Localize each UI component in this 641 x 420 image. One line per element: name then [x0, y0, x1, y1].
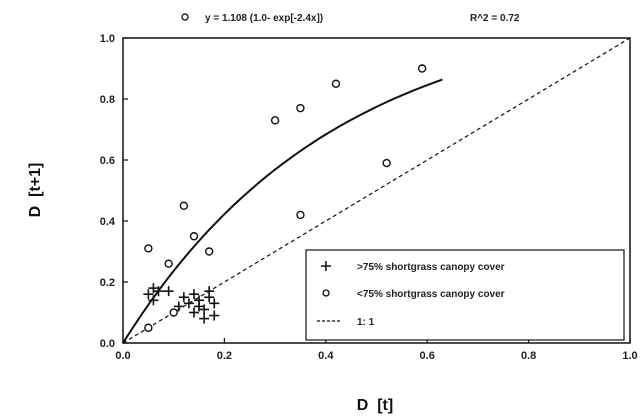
plus-point	[204, 286, 215, 297]
plus-point	[199, 313, 210, 324]
legend-plus-icon	[321, 261, 331, 271]
y-tick-label: 0.4	[100, 216, 116, 228]
y-axis-label: D [t+1]	[27, 163, 44, 218]
plus-point	[188, 289, 199, 300]
circle-point	[144, 244, 153, 253]
circle-point	[417, 64, 427, 73]
y-tick-label: 0.8	[100, 94, 115, 106]
equation-marker	[181, 13, 189, 21]
x-axis-label: D [t]	[357, 397, 393, 414]
plus-point	[188, 307, 199, 318]
legend-label-one-to-one: 1: 1	[357, 317, 375, 328]
x-tick-label: 0.0	[115, 350, 130, 362]
plus-point	[199, 304, 210, 315]
plus-point	[173, 301, 184, 312]
plus-point	[178, 292, 189, 303]
equation-text: y = 1.108 (1.0- exp[-2.4x])	[205, 13, 323, 24]
circle-point	[179, 201, 189, 210]
legend-circle-icon	[322, 289, 330, 297]
x-tick-label: 1.0	[622, 350, 637, 362]
plus-point	[183, 298, 194, 309]
plot-area	[122, 37, 631, 344]
x-tick-label: 0.8	[521, 350, 536, 362]
plus-point	[153, 286, 164, 297]
circle-point	[296, 103, 305, 113]
circle-point	[270, 116, 280, 125]
one-to-one-line	[122, 37, 631, 344]
circle-point	[169, 308, 178, 317]
circle-point	[189, 232, 199, 241]
plus-point	[148, 283, 159, 294]
circle-point	[331, 79, 341, 88]
one-to-one-line-group	[122, 37, 631, 344]
plus-point	[143, 289, 154, 300]
circle-point	[382, 158, 391, 168]
y-tick-label: 0.0	[100, 338, 115, 350]
r-squared-text: R^2 = 0.72	[470, 13, 520, 24]
plus-point	[209, 310, 220, 321]
plus-point	[148, 295, 159, 306]
plus-point	[163, 286, 174, 297]
circle-point	[296, 210, 305, 220]
y-tick-label: 0.6	[100, 155, 115, 167]
circle-point	[204, 247, 214, 256]
y-axis-ticks: 0.0 0.2 0.4 0.6 0.8 1.0	[100, 33, 128, 350]
x-tick-label: 0.2	[217, 350, 232, 362]
data-markers	[143, 64, 427, 332]
plus-point	[194, 295, 205, 306]
circle-point	[144, 323, 153, 332]
legend: >75% shortgrass canopy cover <75% shortg…	[305, 249, 625, 341]
x-axis-ticks: 0.0 0.2 0.4 0.6 0.8 1.0	[115, 338, 638, 362]
fit-curve	[122, 78, 443, 344]
legend-label-high-cover: >75% shortgrass canopy cover	[357, 262, 505, 273]
y-tick-label: 0.2	[100, 277, 115, 289]
legend-label-low-cover: <75% shortgrass canopy cover	[357, 289, 505, 300]
x-tick-label: 0.4	[318, 350, 334, 362]
circle-point	[164, 259, 173, 268]
legend-box	[305, 249, 625, 341]
y-tick-label: 1.0	[100, 33, 115, 45]
plus-point	[209, 298, 220, 309]
x-tick-label: 0.6	[420, 350, 435, 362]
fit-curve-group	[122, 78, 443, 344]
